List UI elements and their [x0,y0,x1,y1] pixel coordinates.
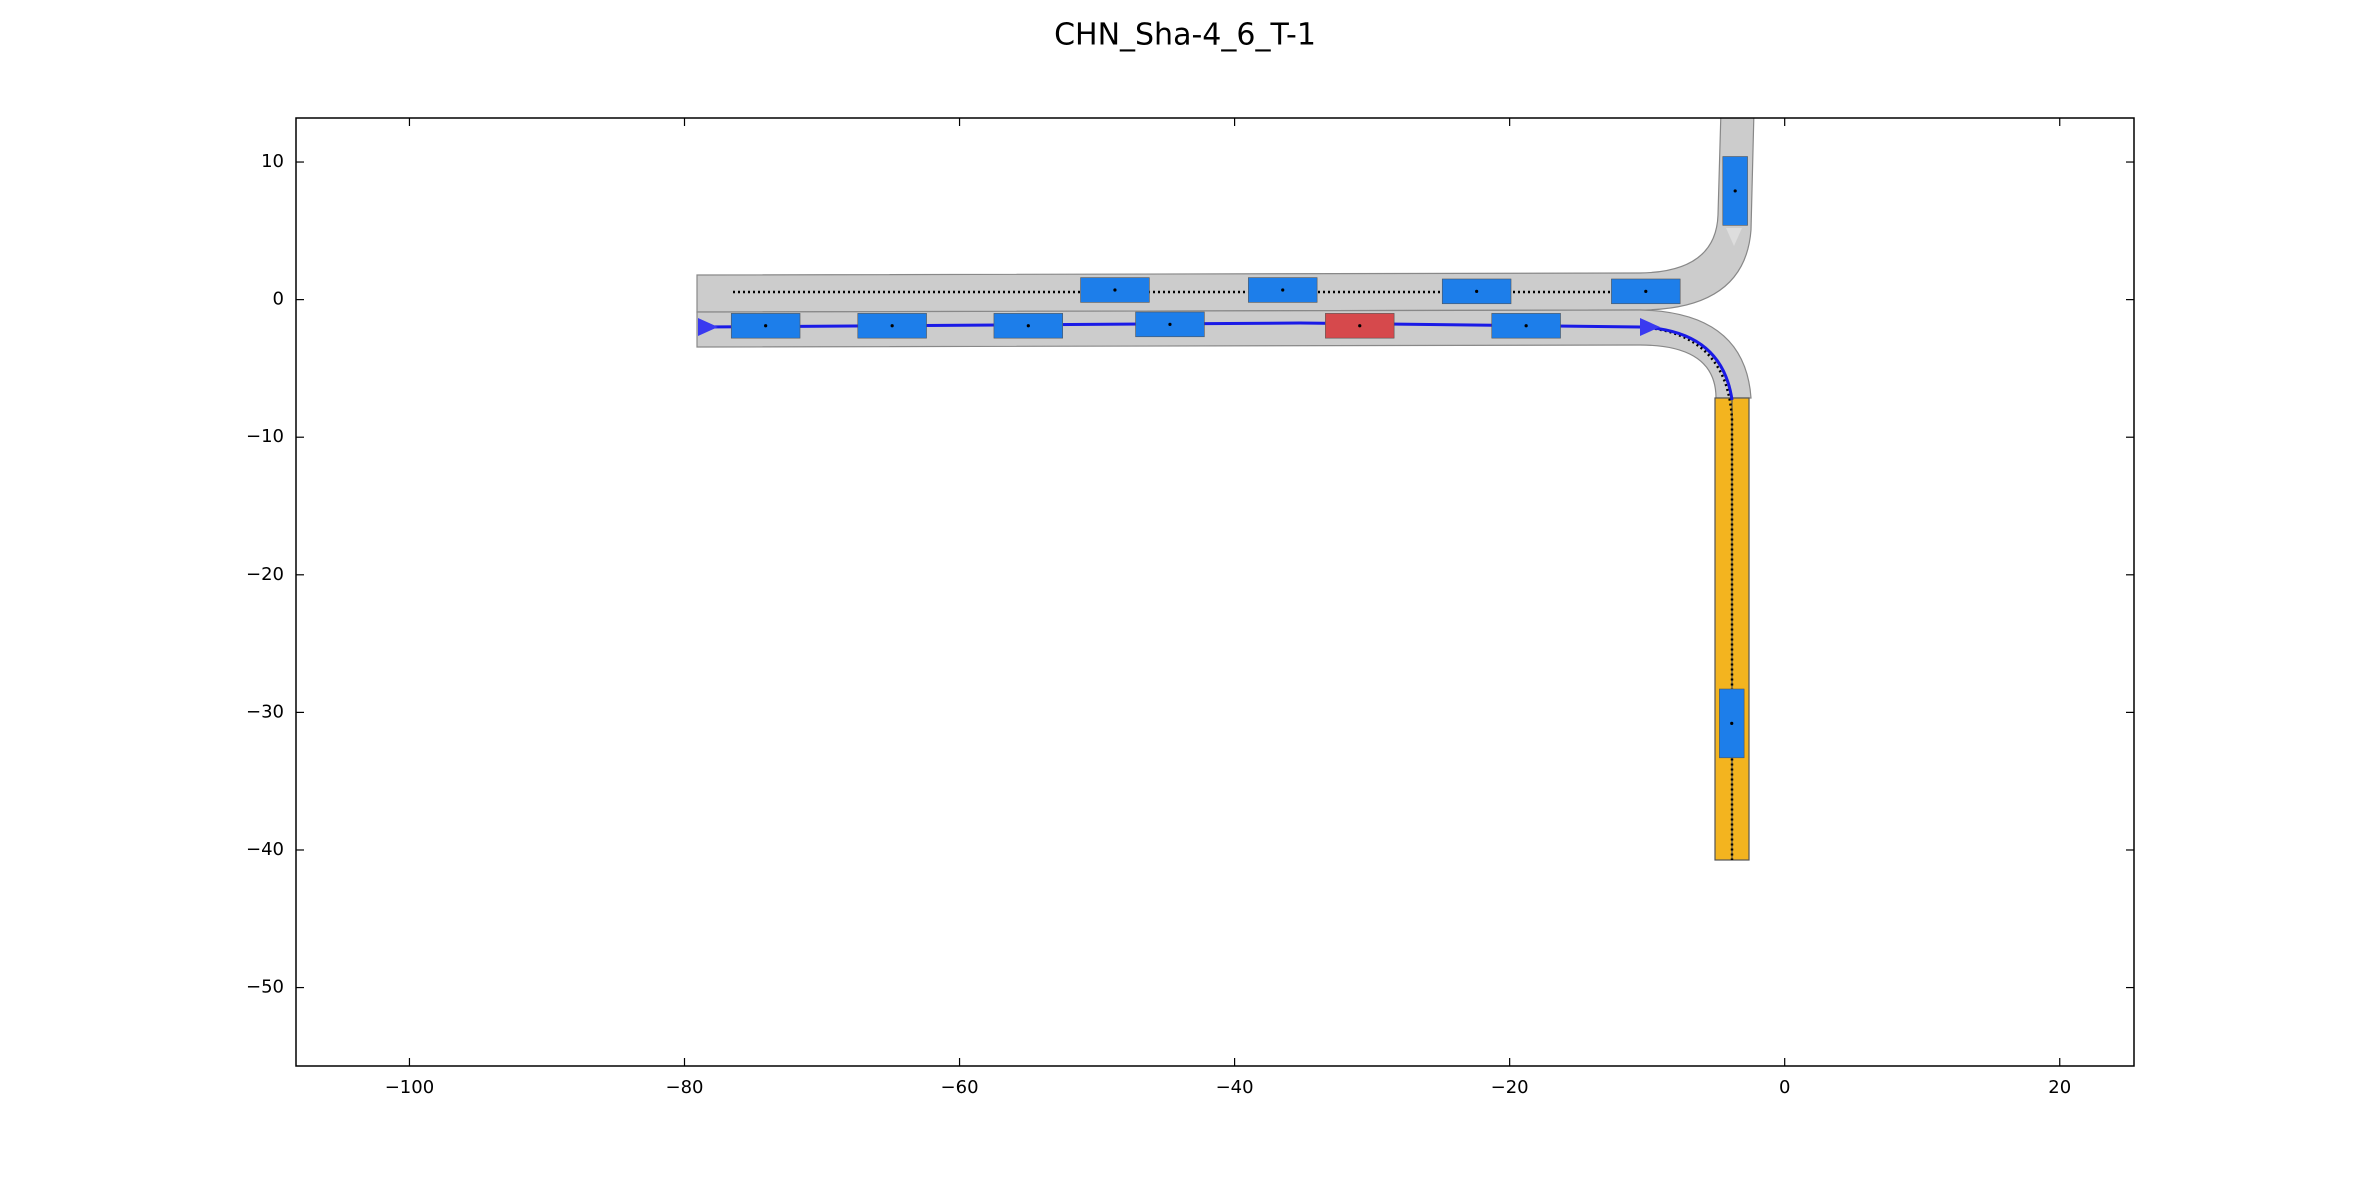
plot-frame [295,117,2135,1067]
y-tick-label: −20 [246,564,284,585]
obstacle-center [1733,189,1737,193]
start-marker [698,318,718,336]
obstacle-center [1524,324,1528,328]
ego-vehicle-center [1358,324,1362,328]
x-tick-label: 20 [2048,1077,2071,1098]
y-tick-label: −40 [246,839,284,860]
direction-marker [1726,228,1742,246]
y-tick-label: −50 [246,977,284,998]
obstacle-center [1730,721,1734,725]
obstacle-center [890,324,894,328]
lanelet [696,118,1755,313]
y-tick-label: 0 [273,289,284,310]
x-tick-label: 0 [1779,1077,1790,1098]
obstacle-center [1644,289,1648,293]
chart-title: CHN_Sha-4_6_T-1 [1054,18,1316,53]
x-tick-label: −80 [666,1077,704,1098]
direction-marker [1640,318,1660,336]
obstacle-center [1281,288,1285,292]
y-tick-label: −10 [246,426,284,447]
road-network [696,118,1755,861]
x-tick-label: −60 [941,1077,979,1098]
y-tick-label: 10 [261,151,284,172]
x-tick-label: −20 [1491,1077,1529,1098]
x-tick-label: −100 [385,1077,434,1098]
obstacle-center [1475,289,1479,293]
obstacle-center [764,324,768,328]
y-tick-label: −30 [246,701,284,722]
obstacle-center [1026,324,1030,328]
x-tick-label: −40 [1216,1077,1254,1098]
lanelet [696,309,1752,399]
obstacle-center [1113,288,1117,292]
obstacle-center [1168,322,1172,326]
